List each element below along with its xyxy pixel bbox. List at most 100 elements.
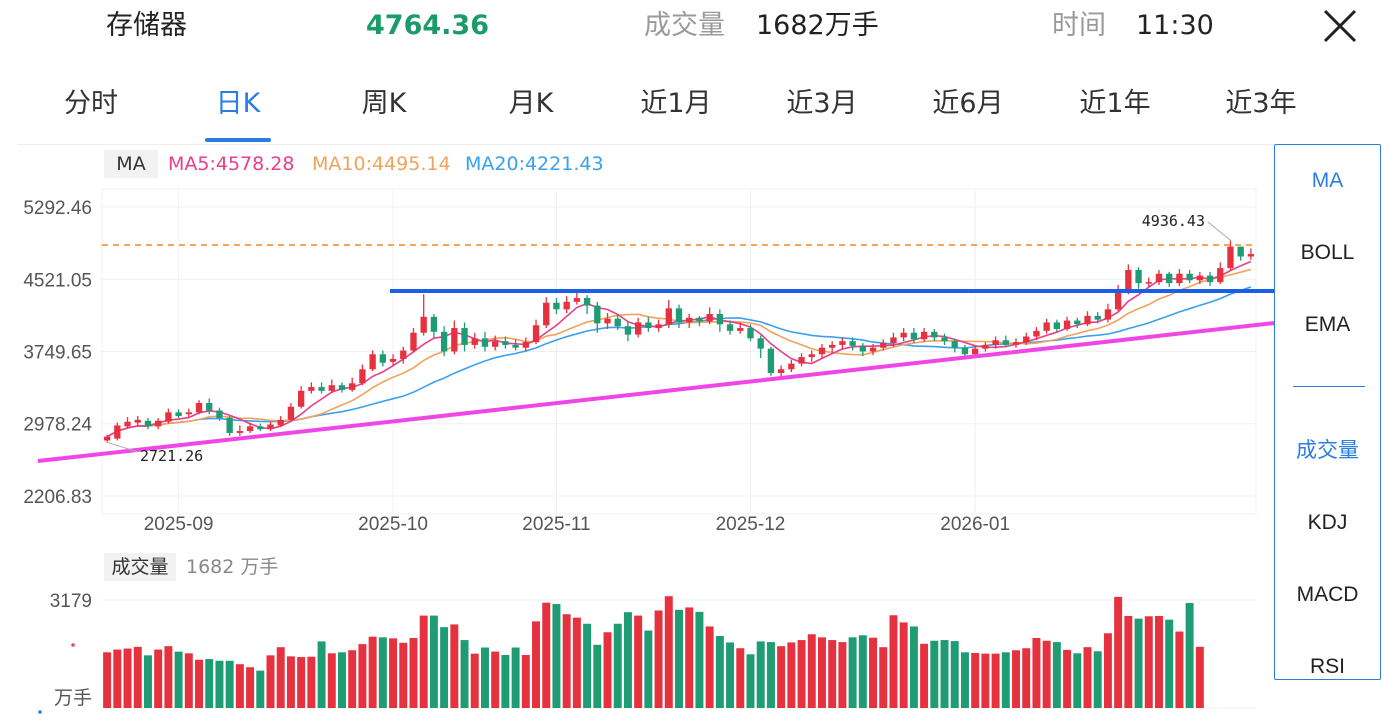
candle-body [859,345,866,352]
candle-body [1135,269,1142,284]
y-tick-label: 5292.46 [23,198,92,219]
volume-bar [286,656,295,708]
volume-bar [726,642,735,708]
volume-bar [1001,652,1010,708]
volume-bar [797,640,806,708]
volume-value: 1682万手 [756,10,879,41]
indicator-ema[interactable]: EMA [1304,313,1351,336]
candle-body [880,343,887,348]
candle-body [818,347,826,355]
candle-body [1125,269,1132,292]
candle-body [1217,268,1224,283]
tab-3-years[interactable]: 近3年 [1225,88,1297,119]
candle-body [165,412,172,422]
volume-bar [858,635,867,708]
volume-bar [613,623,622,708]
volume-bar [869,637,878,708]
tab-3-months[interactable]: 近3月 [786,88,858,119]
volume-bar [828,640,837,708]
tab-intraday[interactable]: 分时 [64,88,118,119]
tab-1-year[interactable]: 近1年 [1079,88,1151,119]
ma5-line [106,260,1252,438]
volume-bar [307,656,316,708]
volume-bar [960,652,969,708]
volume-marker-dot [38,710,42,714]
volume-bar [685,607,694,708]
volume-bar [1032,638,1041,708]
y-tick-label: 3749.65 [23,342,92,363]
candle-body [1176,273,1183,284]
candle-body [1043,322,1050,331]
volume-bar [634,615,643,708]
candle-body [614,318,621,327]
volume-bar [1165,619,1174,708]
candle-body [1063,320,1071,329]
candle-body [920,331,928,340]
volume-indicator-tag[interactable]: 成交量 [104,553,176,581]
candle-body [1166,273,1173,284]
stock-name: 存储器 [106,10,187,41]
volume-bar [817,637,826,708]
candle-body [287,406,295,420]
candle-body [379,354,387,363]
volume-bar [787,642,796,708]
tab-1-month[interactable]: 近1月 [640,88,712,119]
volume-bar [572,617,581,708]
volume-bar [501,655,510,708]
indicator-rsi[interactable]: RSI [1309,655,1345,678]
volume-bar [532,621,541,708]
candle-body [1227,246,1234,269]
candle-body [971,348,979,355]
x-tick-label: 2025-10 [358,514,428,535]
candle-body [1196,275,1203,281]
tab-daily-k[interactable]: 日K [215,88,261,119]
active-tab-indicator [205,138,271,142]
header-bar: 存储器 4764.36 成交量 1682万手 时间 11:30 [0,0,1382,60]
candle-body [400,350,407,359]
volume-bar [235,664,244,708]
volume-bar [164,646,173,708]
candle-body [430,316,438,332]
volume-bar [1012,650,1020,708]
volume-bar [378,637,387,708]
volume-bar [297,657,306,708]
candle-body [788,363,795,370]
candle-body [328,385,335,391]
volume-bar [603,632,612,708]
candle-body [900,332,907,338]
header-divider [18,144,1274,145]
volume-bar [276,647,285,708]
candle-body [492,341,499,347]
volume-bar [552,604,561,708]
volume-bar [225,660,234,708]
volume-bar [807,634,816,708]
volume-legend-value: 1682 万手 [186,556,279,578]
candle-body [563,301,570,310]
indicator-boll[interactable]: BOLL [1300,241,1355,264]
tab-6-months[interactable]: 近6月 [932,88,1004,119]
volume-bar [675,609,683,708]
volume-bar [848,637,857,708]
kline-chart[interactable]: 5292.46 4521.05 3749.65 2978.24 2206.83 2025-… [0,144,1274,724]
volume-bar [623,612,632,708]
volume-bar [143,655,152,708]
volume-bar [1052,642,1061,708]
candle-body [737,328,744,331]
volume-bar [246,667,255,708]
candle-body [267,424,274,429]
indicator-kdj[interactable]: KDJ [1307,511,1348,534]
candle-body [624,326,632,335]
indicator-macd[interactable]: MACD [1296,583,1359,606]
ma-indicator-tag[interactable]: MA [104,150,158,178]
tab-weekly-k[interactable]: 周K [361,88,407,119]
tab-monthly-k[interactable]: 月K [508,88,554,119]
close-icon[interactable] [1322,8,1358,44]
candle-body [1114,291,1122,310]
indicator-volume[interactable]: 成交量 [1296,439,1359,462]
indicator-ma[interactable]: MA [1311,169,1344,192]
volume-bar [593,644,602,708]
volume-bar [154,649,163,708]
candle-body [1104,309,1112,320]
candle-body [318,387,325,391]
volume-bar [1114,596,1123,708]
